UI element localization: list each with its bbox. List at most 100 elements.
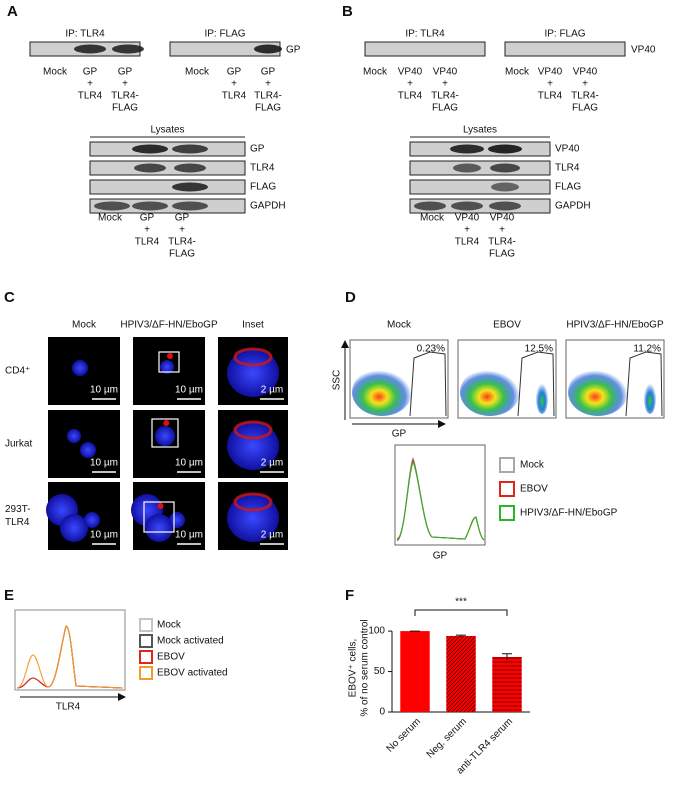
nucleus — [160, 360, 174, 374]
arrow-head — [341, 340, 349, 348]
legend-swatch — [139, 634, 153, 648]
stain — [157, 503, 164, 509]
legend-swatch — [499, 481, 515, 497]
lane-label: TLR4 — [135, 237, 160, 248]
lane-label: VP40 — [490, 213, 515, 224]
lane-label: + — [265, 79, 271, 90]
band — [490, 163, 520, 173]
legend-swatch — [499, 505, 515, 521]
lane-label: + — [122, 79, 128, 90]
panel-letter: C — [4, 289, 15, 306]
band — [174, 163, 206, 173]
lane-label: VP40 — [538, 67, 563, 78]
band — [172, 144, 208, 154]
gate — [625, 351, 663, 417]
ip-blot — [504, 41, 626, 57]
lane-label: Mock — [505, 67, 530, 78]
stain — [163, 420, 170, 426]
band-label: GAPDH — [555, 201, 591, 212]
density — [536, 382, 548, 414]
lysates-title: Lysates — [150, 125, 184, 136]
nucleus — [67, 429, 81, 443]
blot-title: IP: FLAG — [204, 29, 245, 40]
stain — [233, 347, 273, 367]
legend-swatch — [139, 618, 153, 632]
blot-title: IP: FLAG — [544, 29, 585, 40]
nucleus — [72, 360, 88, 376]
error-bar — [456, 634, 466, 637]
inset-box — [158, 351, 180, 373]
lane-label: GP — [140, 213, 155, 224]
scale-bar-label: 10 µm — [175, 385, 203, 396]
nucleus — [145, 514, 173, 542]
lane-label: TLR4 — [398, 91, 423, 102]
lysate-blot — [89, 179, 246, 195]
lane-label: TLR4- — [254, 91, 282, 102]
nucleus — [155, 426, 175, 446]
row-label: CD4⁺ — [5, 366, 30, 377]
histogram-frame — [14, 609, 126, 691]
legend-label: EBOV — [157, 652, 185, 663]
gate-percent: 11.2% — [633, 344, 661, 355]
plot-title: EBOV — [493, 320, 521, 331]
ip-blot — [364, 41, 486, 57]
band-label: VP40 — [555, 144, 580, 155]
histogram-frame — [394, 444, 486, 546]
axis-label: GP — [433, 551, 448, 562]
band-label: GAPDH — [250, 201, 286, 212]
band — [453, 163, 481, 173]
legend-label: HPIV3/ΔF-HN/EboGP — [520, 508, 618, 519]
band — [94, 201, 130, 211]
axis-label: GP — [392, 429, 407, 440]
lysate-blot — [89, 160, 246, 176]
lane-label: + — [179, 225, 185, 236]
scale-bar-label: 2 µm — [261, 530, 283, 541]
lane-label: + — [144, 225, 150, 236]
band — [74, 44, 106, 54]
lane-label: Mock — [420, 213, 445, 224]
scale-bar-label: 2 µm — [261, 458, 283, 469]
blot-title: IP: TLR4 — [405, 29, 445, 40]
y-tick-label: 100 — [368, 626, 385, 637]
nucleus — [84, 512, 100, 528]
scale-bar-label: 10 µm — [90, 385, 118, 396]
y-tick-label: 50 — [374, 666, 386, 677]
lane-label: GP — [227, 67, 242, 78]
significance-bracket — [414, 609, 508, 616]
lane-label: GP — [261, 67, 276, 78]
blot-title: IP: TLR4 — [65, 29, 105, 40]
lane-label: Mock — [185, 67, 210, 78]
lane-label: TLR4- — [571, 91, 599, 102]
lane-label: Mock — [98, 213, 123, 224]
lane-label: VP40 — [573, 67, 598, 78]
lane-label: TLR4- — [168, 237, 196, 248]
band — [172, 201, 208, 211]
lane-label: Mock — [363, 67, 388, 78]
panel-letter: A — [7, 3, 18, 20]
band — [414, 201, 446, 211]
stain — [167, 353, 173, 359]
lane-label: TLR4 — [455, 237, 480, 248]
y-axis-label: % of no serum control — [360, 619, 371, 716]
lane-label: FLAG — [572, 103, 598, 114]
lane-label: + — [87, 79, 93, 90]
band-label: TLR4 — [555, 163, 580, 174]
legend-label: Mock — [520, 460, 545, 471]
lane-label: VP40 — [455, 213, 480, 224]
density — [644, 382, 656, 414]
y-axis-label: EBOV⁺ cells, — [348, 639, 359, 698]
gate — [517, 351, 555, 417]
lysates-title: Lysates — [463, 125, 497, 136]
lane-label: + — [582, 79, 588, 90]
scale-bar-label: 10 µm — [175, 458, 203, 469]
lane-label: + — [407, 79, 413, 90]
legend-label: EBOV activated — [157, 668, 228, 679]
band-label: GP — [286, 45, 301, 56]
band — [488, 144, 522, 154]
lane-label: TLR4 — [78, 91, 103, 102]
lane-label: GP — [118, 67, 133, 78]
lane-label: Mock — [43, 67, 68, 78]
stain — [233, 492, 273, 512]
column-title: Mock — [72, 320, 97, 331]
